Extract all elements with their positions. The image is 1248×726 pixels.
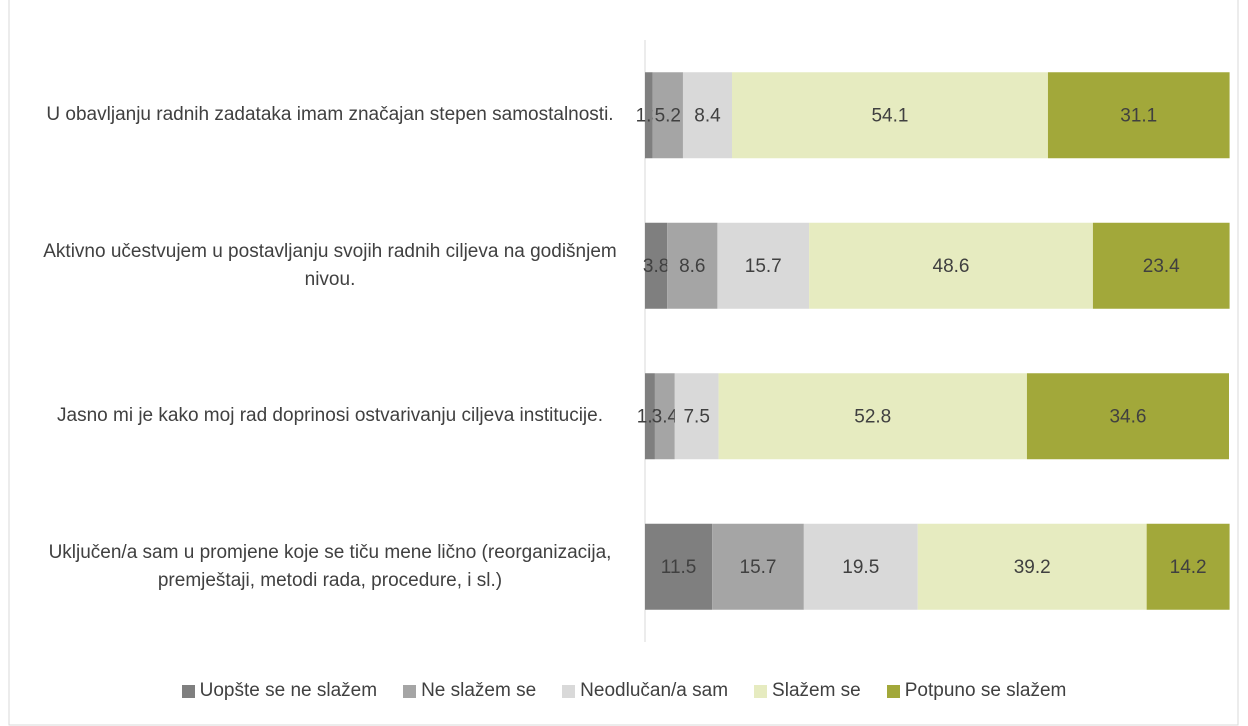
value-label: 3.8: [643, 256, 669, 277]
legend-label: Neodlučan/a sam: [580, 680, 729, 701]
category-label: Aktivno učestvujem u postavljanju svojih…: [43, 240, 617, 290]
value-label: 15.7: [745, 256, 782, 277]
bar-segment: [1092, 222, 1230, 309]
legend: Uopšte se ne slažem Ne slažem se Neodlučan…: [0, 680, 1248, 702]
bar-segment: [1047, 72, 1230, 159]
bar-segment: [718, 373, 1027, 460]
legend-swatch: [181, 684, 195, 698]
value-label: 15.7: [740, 557, 777, 578]
legend-label: Uopšte se ne slažem: [199, 680, 378, 701]
legend-label: Potpuno se slažem: [904, 680, 1067, 701]
bar-segment: [1026, 373, 1229, 460]
category-label: Uključen/a sam u promjene koje se tiču m…: [48, 541, 612, 591]
value-label: 52.8: [854, 406, 891, 427]
legend-item: Slažem se: [754, 680, 861, 702]
value-label: 19.5: [842, 557, 879, 578]
value-label: 5.2: [655, 105, 681, 126]
bar-segment: [803, 523, 918, 610]
category-label: Jasno mi je kako moj rad doprinosi ostva…: [57, 405, 603, 427]
legend-item: Potpuno se slažem: [886, 680, 1067, 702]
legend-item: Ne slažem se: [403, 680, 536, 702]
bar-segment: [654, 373, 675, 460]
chart-frame: [8, 0, 1239, 726]
value-label: 54.1: [871, 105, 908, 126]
legend-label: Slažem se: [772, 680, 861, 701]
value-label: 23.4: [1143, 256, 1180, 277]
bar-segment: [645, 373, 655, 460]
bar-segment: [732, 72, 1048, 159]
category-label: U obavljanju radnih zadataka imam značaj…: [46, 104, 614, 126]
bar-segment: [645, 523, 713, 610]
value-label: 8.4: [694, 105, 721, 126]
value-label: 7.5: [683, 406, 709, 427]
legend-swatch: [403, 684, 417, 698]
bar-segment: [645, 222, 668, 309]
legend-swatch: [886, 684, 900, 698]
value-label: 11.5: [661, 557, 697, 578]
bar-segment: [645, 72, 653, 159]
bar-segment: [809, 222, 1093, 309]
legend-item: Uopšte se ne slažem: [181, 680, 378, 702]
bar-segment: [1146, 523, 1230, 610]
bar-segment: [717, 222, 810, 309]
value-label: 39.2: [1014, 557, 1051, 578]
bar-segment: [917, 523, 1147, 610]
bar-segment: [652, 72, 683, 159]
bar-segment: [667, 222, 718, 309]
value-label: 48.6: [933, 256, 970, 277]
bar-segment: [674, 373, 719, 460]
value-label: 34.6: [1109, 406, 1146, 427]
bar-segment: [712, 523, 804, 610]
legend-item: Neodlučan/a sam: [562, 680, 728, 702]
value-label: 14.2: [1170, 557, 1207, 578]
bar-segment: [682, 72, 733, 159]
legend-swatch: [754, 684, 768, 698]
legend-label: Ne slažem se: [421, 680, 537, 701]
value-label: 8.6: [679, 256, 705, 277]
value-label: 3.4: [652, 406, 679, 427]
legend-swatch: [562, 684, 576, 698]
value-label: 31.1: [1120, 105, 1157, 126]
